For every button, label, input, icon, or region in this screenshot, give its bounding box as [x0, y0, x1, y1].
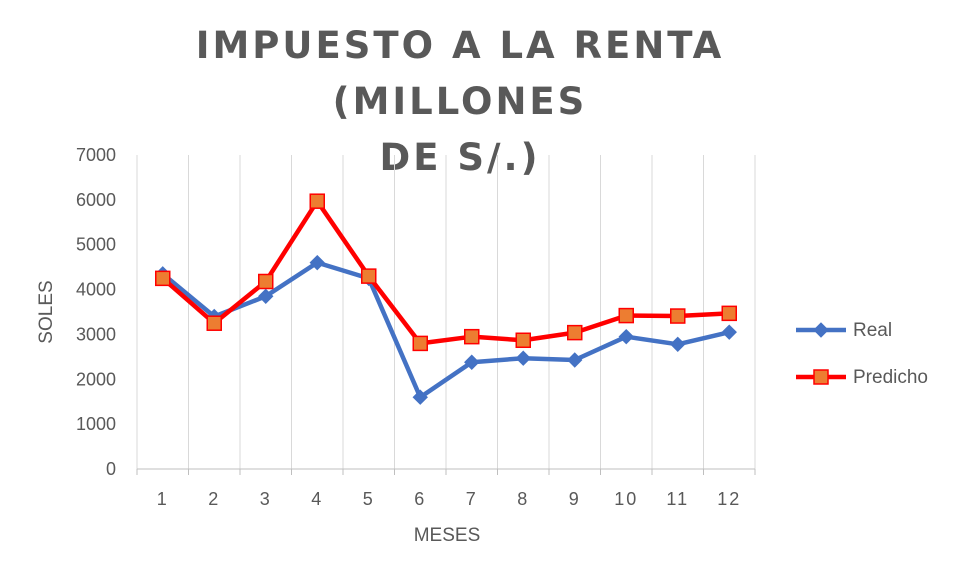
chart-title-line-2: DE S/.): [379, 136, 541, 179]
series-line: [160, 198, 732, 346]
data-point: [258, 288, 274, 305]
y-tick-label: 6000: [76, 190, 116, 210]
y-tick-labels: 0 1000 2000 3000 4000 5000 6000 7000: [76, 145, 116, 479]
gridlines: [136, 155, 756, 469]
x-tick-label: 4: [311, 489, 323, 509]
data-point: [258, 273, 274, 290]
data-point: [412, 335, 428, 352]
y-tick-label: 7000: [76, 145, 116, 165]
chart-title-line-1: IMPUESTO A LA RENTA (MILLONES: [195, 24, 725, 123]
x-tick-label: 10: [614, 489, 638, 509]
legend-label: Real: [853, 320, 892, 341]
x-tick-label: 7: [466, 489, 478, 509]
legend-marker: [813, 369, 829, 385]
x-tick-label: 9: [569, 489, 581, 509]
legend-label: Predicho: [853, 367, 928, 388]
data-point: [361, 268, 377, 284]
x-tick-label: 11: [666, 489, 689, 509]
x-tick-label: 3: [260, 489, 272, 509]
y-tick-label: 1000: [76, 414, 116, 434]
data-point: [721, 305, 737, 322]
data-point: [670, 308, 686, 324]
data-point: [618, 328, 634, 345]
data-point: [515, 332, 531, 349]
x-tick-label: 6: [414, 489, 426, 509]
x-tick-label: 5: [363, 489, 375, 509]
data-point: [618, 307, 634, 324]
data-point: [412, 389, 428, 405]
data-point: [515, 350, 531, 366]
data-point: [309, 193, 325, 209]
data-point: [567, 352, 583, 368]
data-point: [206, 315, 222, 331]
y-tick-label: 0: [106, 459, 116, 479]
y-tick-label: 2000: [76, 369, 116, 389]
x-tick-label: 8: [517, 489, 529, 509]
y-tick-label: 5000: [76, 235, 116, 255]
data-point: [567, 324, 583, 341]
legend-item-real: Real: [796, 320, 892, 341]
x-tick-labels: 1 2 3 4 5 6 7 8 9 10 11 12: [157, 489, 741, 509]
x-axis-title: MESES: [414, 525, 481, 546]
x-tick-label: 1: [157, 489, 169, 509]
x-tick-label: 2: [208, 489, 220, 509]
axes: [136, 468, 756, 475]
x-tick-label: 12: [717, 489, 741, 509]
series: [155, 193, 737, 405]
y-axis-title: SOLES: [36, 280, 57, 343]
y-tick-label: 4000: [76, 280, 116, 300]
legend: Real Predicho: [796, 320, 928, 388]
data-point: [464, 354, 480, 370]
series-predicho: [155, 193, 737, 352]
legend-marker: [813, 322, 829, 338]
data-point: [309, 254, 325, 271]
data-point: [464, 328, 480, 345]
y-tick-label: 3000: [76, 324, 116, 344]
data-point: [670, 336, 686, 353]
data-point: [155, 270, 171, 287]
data-point: [721, 324, 737, 340]
legend-item-predicho: Predicho: [796, 367, 928, 388]
chart-title: IMPUESTO A LA RENTA (MILLONES DE S/.): [80, 18, 840, 186]
series-line: [160, 260, 732, 400]
